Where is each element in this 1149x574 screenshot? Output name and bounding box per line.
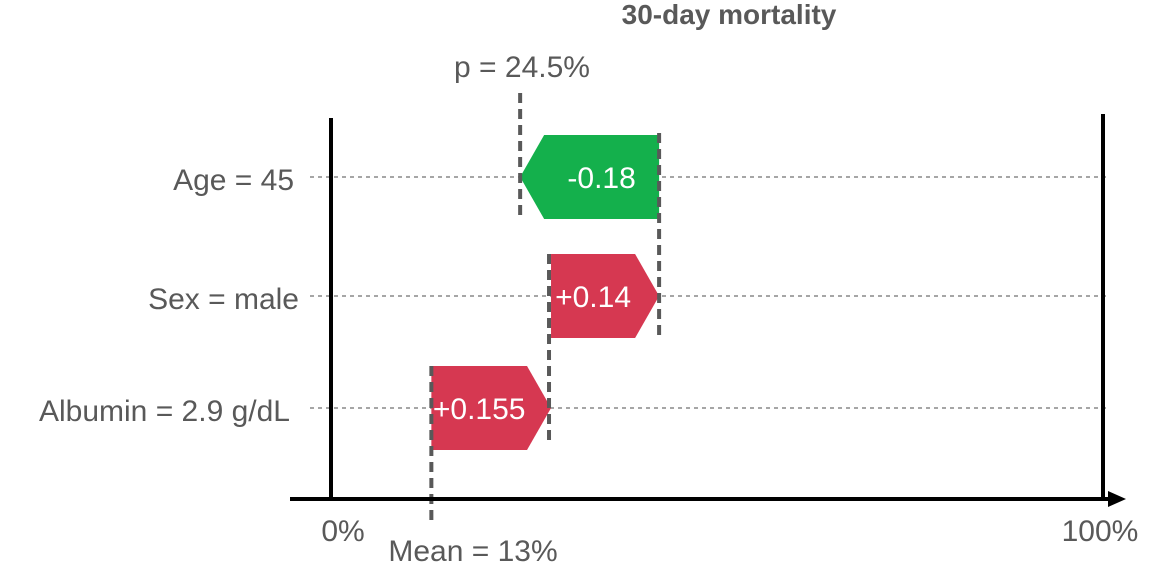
bar-value-label: -0.18 <box>567 162 635 195</box>
chart-title: 30-day mortality <box>622 0 837 30</box>
bar-value-label: +0.155 <box>433 393 526 426</box>
baseline-label: Mean = 13% <box>388 535 557 568</box>
grid-lines <box>310 176 1108 409</box>
x-axis-arrowhead <box>1108 491 1126 507</box>
feature-label: Albumin = 2.9 g/dL <box>39 395 290 428</box>
axes <box>290 114 1126 507</box>
connectors <box>429 93 662 520</box>
contribution-bars <box>431 135 660 450</box>
bar-positive <box>551 254 660 338</box>
bar-negative <box>520 135 660 219</box>
labels: -0.18 Age = 45 +0.14 Sex = male +0.155 Albumi… <box>39 51 1138 568</box>
prediction-label: p = 24.5% <box>454 51 590 84</box>
feature-label: Age = 45 <box>173 164 294 197</box>
feature-label: Sex = male <box>148 283 299 316</box>
axis-min-label: 0% <box>321 515 364 548</box>
bar-positive <box>431 366 552 450</box>
axis-max-label: 100% <box>1062 515 1139 548</box>
bar-value-label: +0.14 <box>555 281 631 314</box>
